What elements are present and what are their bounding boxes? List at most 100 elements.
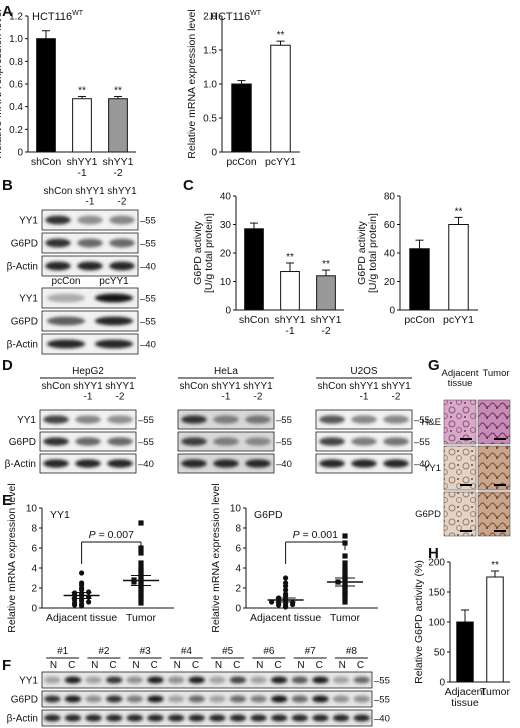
- y-axis-label: Relative mRNA expression level: [0, 9, 4, 158]
- data-point: [283, 591, 289, 597]
- molecular-weight-marker-line: –55: [140, 294, 156, 305]
- x-tick-label: Adjacent tissue: [46, 612, 117, 624]
- p-value-symbol: P: [293, 529, 300, 541]
- blot-row-label-line: β-Actin: [7, 340, 38, 351]
- y-tick-label: 200: [428, 558, 445, 569]
- molecular-weight-marker-line: –40: [374, 714, 390, 725]
- y-tick-label-line: 8: [31, 524, 37, 535]
- blot-band: [291, 676, 309, 684]
- panel-label-c: C: [183, 177, 194, 194]
- data-point: [138, 520, 144, 526]
- molecular-weight-marker-line: –40: [140, 262, 156, 273]
- data-point: [138, 600, 144, 606]
- blot-b-bottom-0: YY1 –55: [19, 287, 156, 309]
- blot-lane-label-line: shCon: [180, 381, 209, 392]
- blot-band: [250, 676, 267, 684]
- panel-label-f: F: [2, 657, 11, 674]
- data-point: [342, 565, 348, 571]
- y-tick-label-line: 0: [439, 678, 445, 689]
- histology-column-label-line: Adjacent: [442, 368, 479, 379]
- significance-mark: **: [78, 85, 86, 96]
- y-tick-label: 50: [434, 648, 446, 659]
- blot-b-top-2: β-Actin –40: [7, 255, 156, 277]
- molecular-weight-marker: –55: [374, 676, 390, 687]
- bar: [316, 275, 336, 311]
- blot-band: [77, 238, 103, 248]
- y-tick-label-line: 6: [31, 544, 37, 555]
- blot-band: [43, 437, 69, 446]
- p-value-symbol: P: [89, 529, 96, 541]
- y-tick-label: 0.8: [9, 57, 23, 68]
- blot-band: [46, 316, 86, 326]
- molecular-weight-marker: –40: [138, 459, 154, 470]
- blot-row-label-line: G6PD: [11, 239, 38, 250]
- data-point: [79, 580, 85, 586]
- blot-band: [353, 695, 370, 703]
- blot-row-label-line: G6PD: [11, 317, 38, 328]
- blot-lane-label: pcYY1: [99, 276, 129, 287]
- x-tick-label-line: pcCon: [404, 314, 435, 326]
- x-tick-label: shYY1 -1: [67, 156, 98, 179]
- blot-row-label: YY1: [19, 216, 38, 227]
- blot-lane-label-line: -1: [84, 392, 93, 403]
- panel-label-a: A: [2, 3, 13, 20]
- molecular-weight-marker: –55: [276, 415, 292, 426]
- x-tick-label-line: -1: [285, 325, 294, 337]
- y-tick-label-line: 10: [26, 504, 38, 515]
- data-point: [342, 533, 348, 539]
- y-axis-label-line: G6PD activity: [356, 220, 368, 284]
- patient-label-line: #8: [346, 646, 358, 657]
- blot-band: [319, 437, 345, 446]
- y-tick-label: 0.6: [9, 80, 23, 91]
- patient-label: #2: [98, 646, 110, 657]
- bar: [231, 83, 252, 153]
- blot-band: [353, 714, 370, 722]
- blot-band: [85, 714, 102, 722]
- molecular-weight-marker: –40: [276, 459, 292, 470]
- chart-title: HCT116WT: [32, 10, 84, 23]
- y-axis-label-line: [U/g total protein]: [367, 213, 379, 293]
- blot-band: [213, 437, 239, 446]
- blot-band: [383, 415, 409, 424]
- molecular-weight-marker-line: –55: [138, 415, 154, 426]
- y-tick-label: 1.0: [203, 80, 217, 91]
- blot-lane-label-line: shYY1: [105, 381, 135, 392]
- y-tick-label-line: 6: [235, 544, 241, 555]
- blot-b-top-1: G6PD –55: [11, 232, 156, 254]
- chart-C-left: 0 10 20 30 40 G6PD activity[U/g total protein…: [192, 192, 344, 337]
- blot-band: [351, 415, 377, 424]
- y-tick-label-line: 150: [428, 588, 445, 599]
- blot-band: [64, 676, 82, 684]
- blot-d-0-1: G6PD –55: [9, 431, 154, 452]
- y-tick-label: 100: [428, 618, 445, 629]
- cell-line-label: HeLa: [214, 366, 238, 377]
- data-point: [138, 596, 144, 602]
- x-tick-label: Tumor: [480, 686, 510, 698]
- histology-column-label: Adjacent tissue: [442, 368, 479, 389]
- blot-band: [209, 695, 226, 703]
- significance-mark-line: **: [78, 85, 86, 96]
- cell-line-label-line: HeLa: [214, 366, 238, 377]
- blot-band: [270, 676, 288, 684]
- y-tick-label: 6: [235, 544, 241, 555]
- y-tick-label: 60: [384, 220, 396, 231]
- blot-band: [45, 261, 71, 271]
- histology-image: [477, 491, 511, 537]
- bar: [448, 224, 469, 311]
- blot-d-2-2: –40: [315, 453, 430, 474]
- blot-row-label-line: G6PD: [9, 437, 36, 448]
- molecular-weight-marker-line: –40: [138, 459, 154, 470]
- blot-lane-label: pcCon: [52, 276, 81, 287]
- panel-label-e: E: [2, 492, 12, 509]
- normal-lane-label: N: [91, 660, 98, 671]
- blot-row-label: β-Actin: [7, 340, 38, 351]
- blot-band: [64, 714, 82, 722]
- blot-band: [312, 714, 329, 722]
- patient-label-line: #5: [222, 646, 234, 657]
- blot-row-label-line: β-Actin: [5, 459, 36, 470]
- y-tick-label-line: 50: [434, 648, 446, 659]
- x-tick-label-line: Adjacent: [445, 686, 486, 698]
- patient-label: #6: [263, 646, 275, 657]
- histology-column-label: Tumor: [482, 368, 509, 379]
